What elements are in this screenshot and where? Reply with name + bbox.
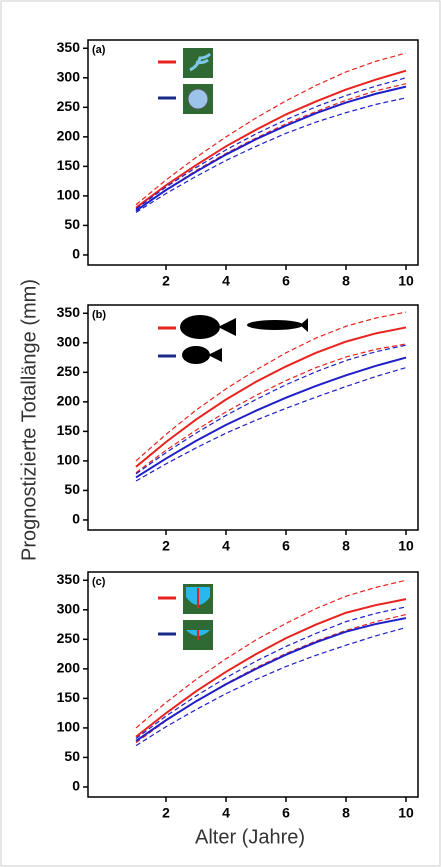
x-tick-label: 10 xyxy=(398,273,414,289)
fit-line xyxy=(135,326,407,468)
y-tick-label: 50 xyxy=(64,748,80,764)
y-tick-label: 150 xyxy=(57,422,81,438)
fit-line xyxy=(135,85,407,212)
x-tick-label: 4 xyxy=(222,273,230,289)
y-tick-label: 350 xyxy=(57,304,81,320)
fit-line xyxy=(135,69,407,209)
y-tick-label: 250 xyxy=(57,630,81,646)
plot-frame xyxy=(87,39,419,266)
y-tick-label: 250 xyxy=(57,363,81,379)
legend-icons-a xyxy=(158,48,213,114)
panel-label: (b) xyxy=(92,309,106,321)
x-tick-label: 4 xyxy=(222,805,230,821)
confidence-line xyxy=(135,52,407,206)
y-tick-label: 50 xyxy=(64,481,80,497)
x-tick-label: 2 xyxy=(162,805,170,821)
x-tick-label: 6 xyxy=(282,273,290,289)
x-tick-label: 4 xyxy=(222,538,230,554)
y-tick-label: 150 xyxy=(57,157,81,173)
confidence-line xyxy=(135,311,407,462)
x-tick-label: 8 xyxy=(342,538,350,554)
y-tick-label: 350 xyxy=(57,39,81,55)
y-tick-label: 0 xyxy=(72,511,80,527)
confidence-line xyxy=(135,606,407,740)
panel-label: (c) xyxy=(92,576,106,588)
confidence-line xyxy=(135,579,407,729)
confidence-line xyxy=(135,343,407,474)
fit-line xyxy=(135,617,407,742)
panel-label: (a) xyxy=(92,44,106,56)
confidence-line xyxy=(135,626,407,747)
y-tick-label: 0 xyxy=(72,246,80,262)
y-tick-label: 350 xyxy=(57,571,81,587)
x-tick-label: 8 xyxy=(342,805,350,821)
x-tick-label: 6 xyxy=(282,538,290,554)
confidence-line xyxy=(135,367,407,482)
y-tick-label: 150 xyxy=(57,689,81,705)
y-tick-label: 0 xyxy=(72,778,80,794)
fit-line xyxy=(135,598,407,738)
x-tick-label: 6 xyxy=(282,805,290,821)
y-tick-label: 300 xyxy=(57,600,81,616)
y-tick-label: 300 xyxy=(57,68,81,84)
x-tick-label: 10 xyxy=(398,538,414,554)
y-tick-label: 250 xyxy=(57,98,81,114)
confidence-line xyxy=(135,97,407,213)
y-tick-label: 200 xyxy=(57,660,81,676)
x-tick-label: 10 xyxy=(398,805,414,821)
plot-frame xyxy=(87,304,419,531)
y-tick-label: 100 xyxy=(57,719,81,735)
x-axis-label: Alter (Jahre) xyxy=(195,826,305,848)
y-tick-label: 100 xyxy=(57,187,81,203)
y-tick-label: 50 xyxy=(64,216,80,232)
plot-frame xyxy=(87,571,419,798)
y-axis-label: Prognostizierte Totallänge (mm) xyxy=(18,279,40,561)
legend-icons-b xyxy=(158,315,308,364)
x-tick-label: 2 xyxy=(162,538,170,554)
y-tick-label: 200 xyxy=(57,128,81,144)
y-tick-label: 100 xyxy=(57,452,81,468)
y-tick-label: 300 xyxy=(57,333,81,349)
legend-icons-c xyxy=(158,584,213,650)
fit-line xyxy=(135,356,407,479)
y-tick-label: 200 xyxy=(57,393,81,409)
x-tick-label: 2 xyxy=(162,273,170,289)
x-tick-label: 8 xyxy=(342,273,350,289)
